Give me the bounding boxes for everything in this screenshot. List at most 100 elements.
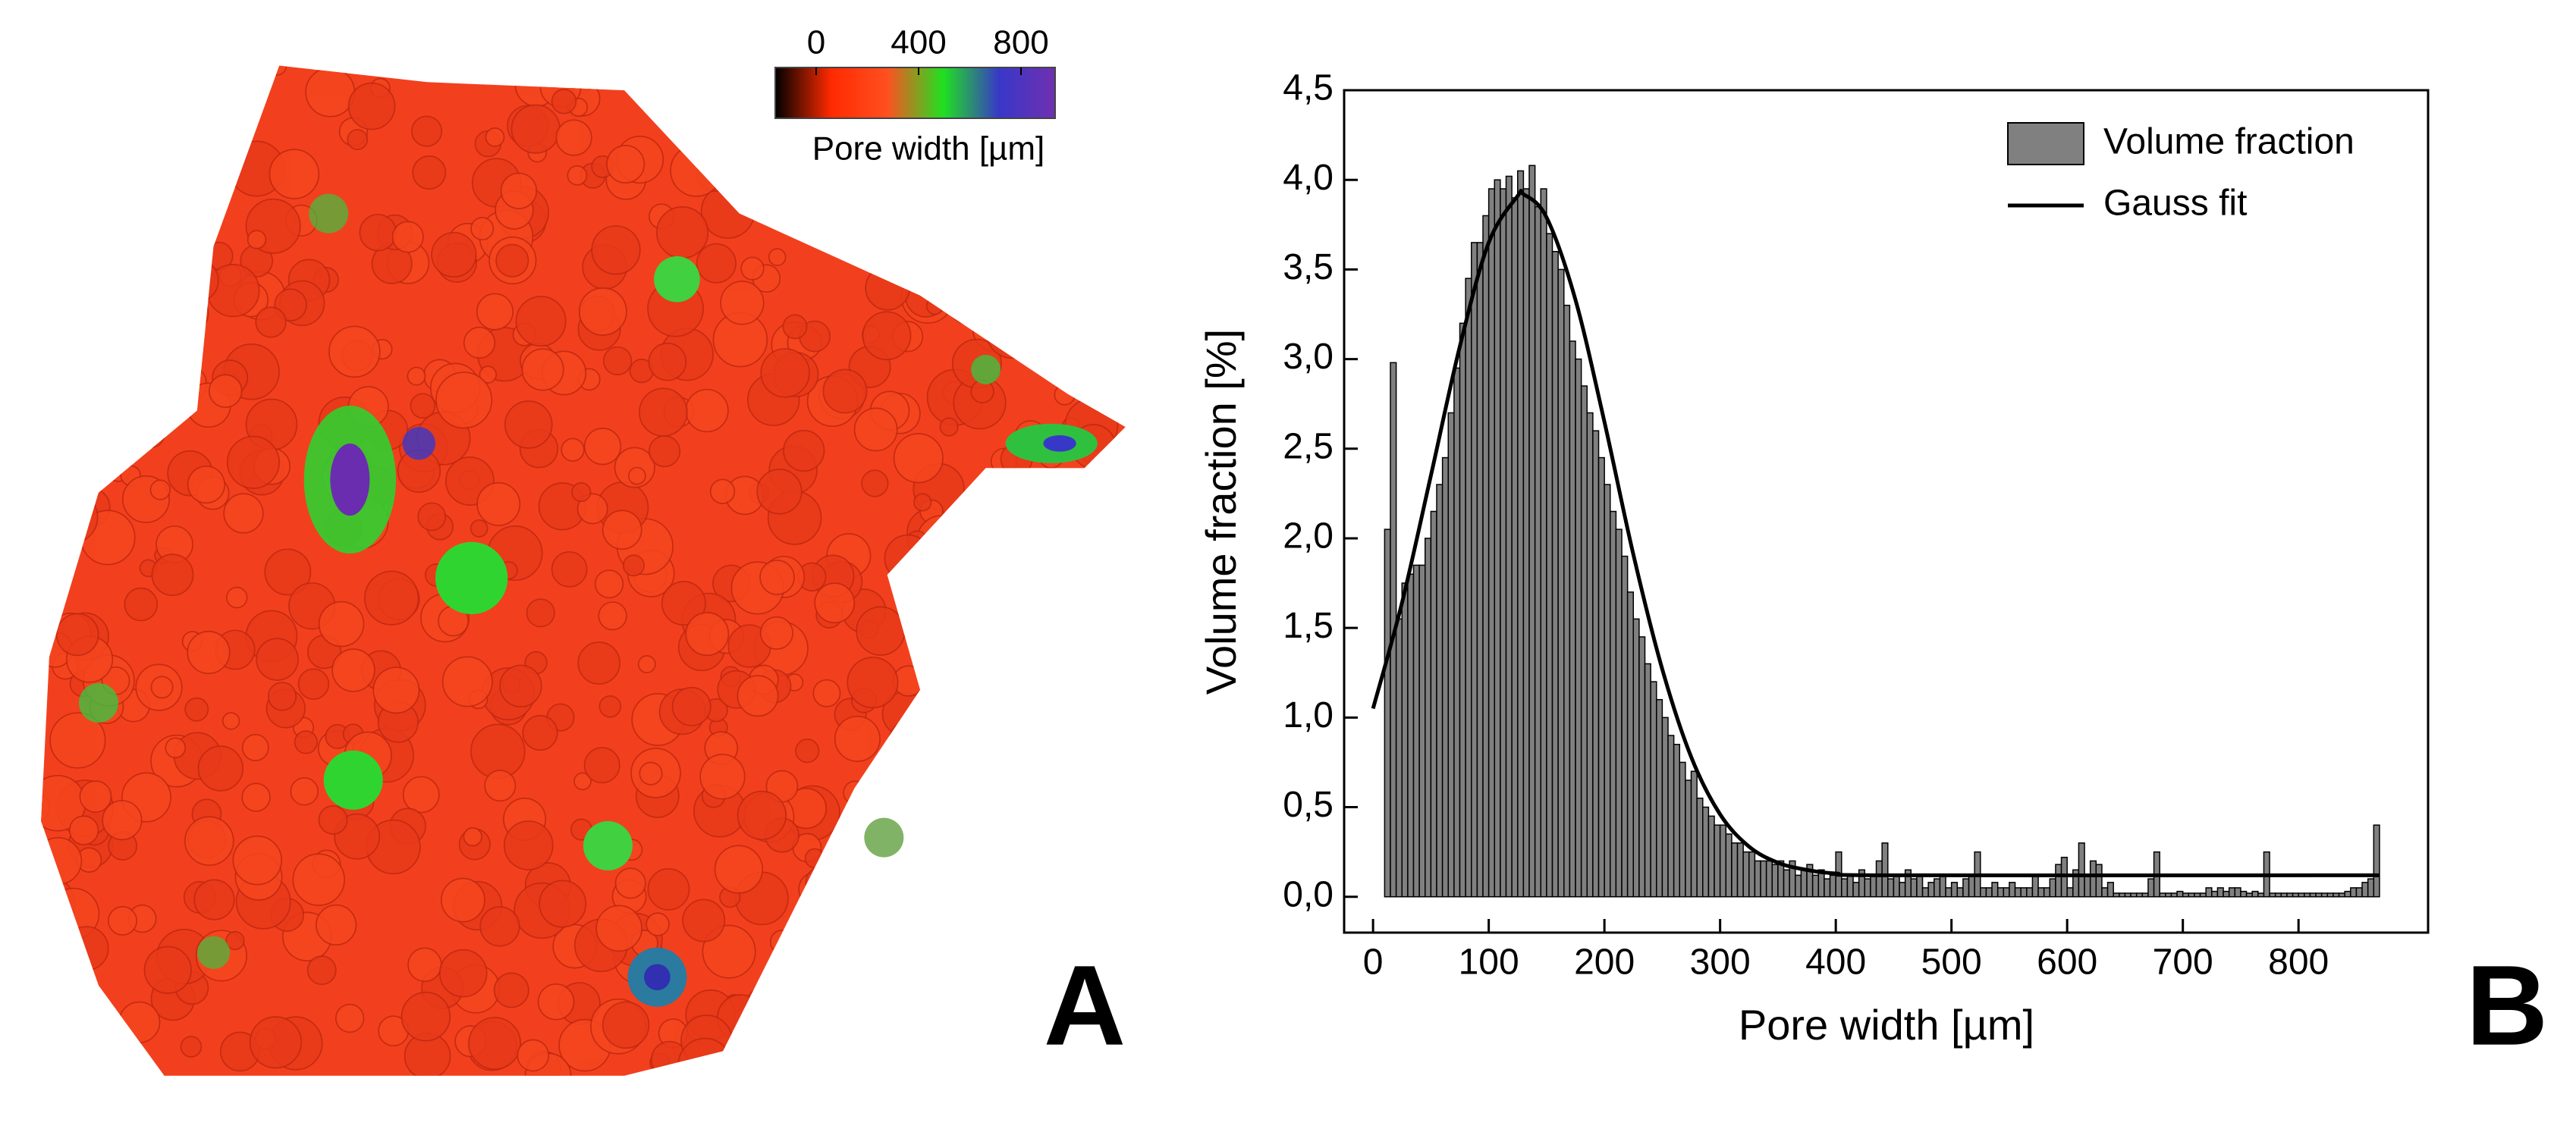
grain (1111, 917, 1126, 937)
bar (1881, 842, 1889, 898)
bar (1638, 636, 1646, 898)
bar (1921, 887, 1929, 898)
grain (126, 65, 178, 113)
grain (995, 616, 1020, 640)
grain (805, 867, 836, 898)
grain (41, 70, 79, 108)
bar (1430, 510, 1437, 898)
grain (897, 213, 953, 270)
grain (768, 248, 787, 267)
grain (760, 348, 810, 398)
grain (825, 947, 846, 968)
grain (105, 137, 152, 184)
grain (926, 742, 979, 795)
bar (1522, 188, 1530, 898)
grain (906, 216, 927, 237)
grain (976, 586, 1001, 611)
grain (1106, 869, 1126, 892)
grain (143, 946, 192, 994)
grain (1070, 856, 1114, 900)
grain (1104, 607, 1126, 647)
grain (79, 780, 112, 813)
bar (2315, 892, 2323, 898)
bar (2257, 892, 2265, 898)
grain (184, 816, 234, 866)
y-tick-label: 2,5 (1283, 426, 1334, 466)
grain (901, 817, 957, 873)
grain (503, 820, 554, 870)
grain (124, 587, 159, 622)
grain (41, 168, 52, 202)
grain (651, 72, 702, 123)
grain (888, 720, 933, 764)
grain (537, 983, 575, 1021)
grain (941, 834, 975, 869)
grain (165, 737, 187, 759)
bar (2124, 892, 2131, 898)
grain (648, 342, 687, 381)
grain (499, 664, 542, 708)
bar (2095, 864, 2103, 898)
grain (965, 816, 997, 848)
bar (1482, 215, 1490, 898)
grain (884, 534, 932, 582)
bar (1864, 878, 1871, 898)
grain (702, 924, 756, 979)
bar (2170, 892, 2178, 898)
grain (944, 732, 984, 773)
grain (897, 946, 919, 969)
bar (2089, 860, 2097, 898)
grain (820, 968, 840, 989)
bar (1557, 268, 1565, 898)
bar (1418, 564, 1426, 898)
grain (795, 978, 833, 1016)
grain (41, 368, 77, 410)
grain (1088, 457, 1126, 495)
bar (1586, 412, 1594, 898)
grain (785, 996, 805, 1015)
grain (493, 972, 529, 1008)
grain (372, 666, 420, 714)
grain (648, 434, 681, 468)
grain (267, 682, 297, 711)
grain (306, 955, 337, 986)
grain (930, 584, 985, 640)
grain (41, 876, 76, 930)
bar (1476, 242, 1484, 898)
bar (1939, 874, 1946, 898)
grain (1083, 356, 1126, 400)
grain (583, 428, 622, 466)
grain (226, 435, 280, 489)
grain (193, 879, 235, 920)
bar (1621, 555, 1629, 898)
grain (44, 491, 99, 544)
grain (182, 175, 225, 218)
grain (935, 685, 957, 707)
bar (1407, 573, 1415, 898)
bar (2338, 892, 2345, 898)
grain (1027, 632, 1080, 685)
grain (46, 204, 93, 252)
grain (909, 766, 937, 794)
y-tick-label: 4,0 (1283, 158, 1334, 198)
grain (410, 115, 443, 147)
colorbar-tick-label: 400 (891, 24, 946, 61)
grain (171, 375, 190, 394)
x-tick-label: 100 (1459, 942, 1519, 983)
grain (407, 366, 426, 386)
grain (602, 510, 642, 550)
grain (829, 914, 862, 946)
grain (993, 611, 1026, 644)
grain (999, 707, 1019, 728)
grain (521, 348, 564, 391)
grain (661, 581, 706, 626)
grain (68, 815, 99, 845)
grain (567, 165, 588, 186)
grain (981, 176, 1019, 214)
grain (909, 1045, 935, 1070)
bar (2274, 892, 2282, 898)
grain (737, 675, 779, 717)
bar (2333, 892, 2340, 898)
grain (814, 582, 856, 624)
grain (1057, 80, 1104, 126)
